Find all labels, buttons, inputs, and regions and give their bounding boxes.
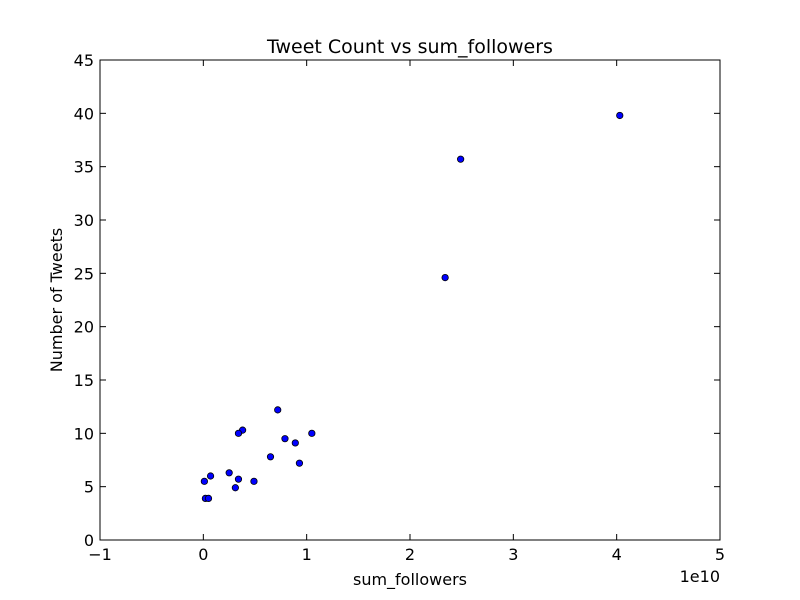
y-tick-label: 20 bbox=[74, 318, 94, 337]
y-tick-label: 10 bbox=[74, 424, 94, 443]
data-point bbox=[616, 111, 624, 120]
data-point bbox=[204, 494, 213, 502]
x-axis-label: sum_followers bbox=[353, 570, 467, 590]
data-point bbox=[225, 469, 233, 477]
x-tick-label: 3 bbox=[508, 545, 518, 564]
y-tick-label: 40 bbox=[74, 104, 94, 123]
data-point bbox=[281, 435, 289, 443]
y-tick-label: 35 bbox=[74, 158, 94, 177]
y-tick-label: 5 bbox=[84, 478, 94, 497]
x-tick-label: 1 bbox=[302, 545, 312, 564]
data-point bbox=[274, 406, 282, 414]
data-point bbox=[308, 429, 316, 437]
data-point bbox=[250, 477, 258, 485]
x-axis-offset-label: 1e10 bbox=[680, 567, 720, 586]
data-point bbox=[234, 475, 243, 483]
data-point bbox=[441, 273, 449, 282]
x-tick-label: 5 bbox=[715, 545, 725, 564]
data-point bbox=[200, 477, 208, 485]
data-point bbox=[457, 155, 465, 163]
data-point bbox=[266, 453, 275, 461]
chart-title: Tweet Count vs sum_followers bbox=[266, 36, 553, 58]
data-point bbox=[295, 459, 304, 467]
x-tick-label: −1 bbox=[88, 545, 112, 564]
y-tick-label: 25 bbox=[74, 264, 94, 283]
y-tick-label: 0 bbox=[84, 531, 94, 550]
x-tick-label: 2 bbox=[405, 545, 415, 564]
y-tick-label: 15 bbox=[74, 371, 94, 390]
data-point bbox=[231, 484, 239, 492]
y-axis-label: Number of Tweets bbox=[47, 228, 66, 372]
y-tick-label: 45 bbox=[74, 51, 94, 70]
data-point bbox=[234, 429, 243, 437]
x-tick-label: 0 bbox=[198, 545, 208, 564]
x-tick-label: 4 bbox=[612, 545, 622, 564]
data-point bbox=[291, 439, 299, 447]
axes-frame bbox=[99, 59, 721, 541]
data-point bbox=[206, 472, 215, 480]
y-tick-label: 30 bbox=[74, 211, 94, 230]
